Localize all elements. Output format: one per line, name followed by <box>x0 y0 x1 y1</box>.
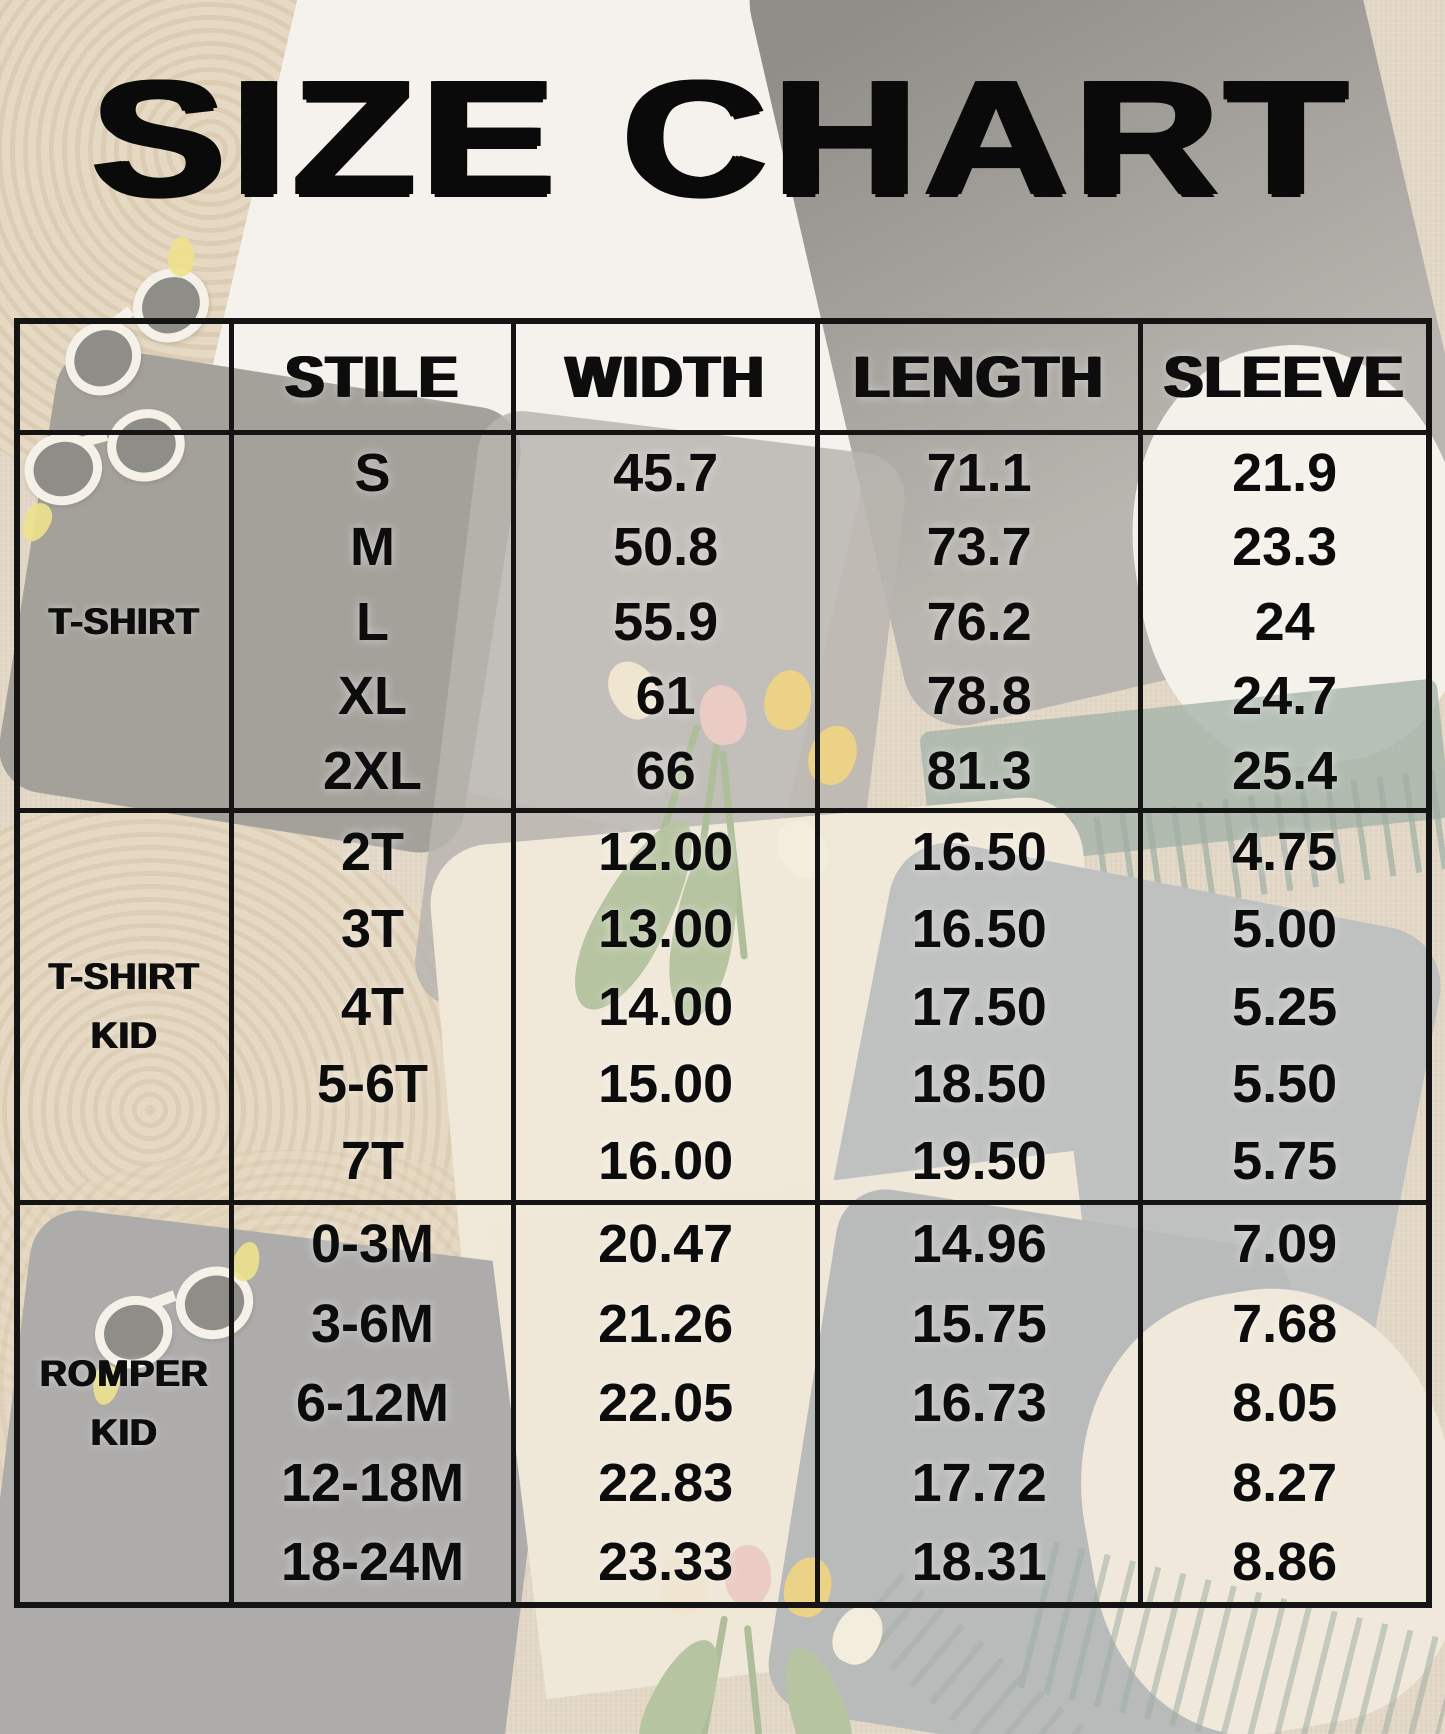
width-value: 50.8 <box>613 517 719 578</box>
romper-kid-sleeve-column: 7.09 7.68 8.05 8.27 8.86 <box>1143 1205 1426 1602</box>
sleeve-value: 8.86 <box>1232 1532 1338 1593</box>
length-value: 19.50 <box>911 1130 1047 1191</box>
length-value: 18.50 <box>911 1053 1047 1114</box>
tshirt-sleeve-column: 21.9 23.3 24 24.7 25.4 <box>1143 435 1426 814</box>
length-value: 17.50 <box>911 976 1047 1037</box>
tshirt-length-column: 71.1 73.7 76.2 78.8 81.3 <box>819 435 1144 814</box>
size-value: L <box>356 591 389 652</box>
sleeve-value: 4.75 <box>1232 822 1338 883</box>
sleeve-value: 25.4 <box>1232 741 1338 802</box>
size-value: 3-6M <box>310 1293 435 1354</box>
length-value: 16.73 <box>911 1373 1047 1434</box>
width-value: 23.33 <box>598 1532 734 1593</box>
size-value: XL <box>337 666 407 727</box>
width-value: 22.05 <box>598 1373 734 1434</box>
size-value: 18-24M <box>280 1532 465 1593</box>
header-length: LENGTH <box>819 324 1144 436</box>
size-value: 2T <box>340 822 405 883</box>
size-value: 2XL <box>322 741 423 802</box>
tshirt-kid-size-column: 2T 3T 4T 5-6T 7T <box>233 813 517 1205</box>
sleeve-value: 24.7 <box>1232 666 1338 727</box>
size-value: S <box>354 442 391 503</box>
tshirt-size-column: S M L XL 2XL <box>233 435 517 814</box>
width-value: 21.26 <box>598 1293 734 1354</box>
length-value: 81.3 <box>926 741 1032 802</box>
section-label-tshirt: T-SHIRT <box>20 435 234 814</box>
tshirt-kid-length-column: 16.50 16.50 17.50 18.50 19.50 <box>819 813 1144 1205</box>
width-value: 61 <box>635 666 696 727</box>
length-value: 18.31 <box>911 1532 1047 1593</box>
header-style: STILE <box>233 324 517 436</box>
romper-kid-size-column: 0-3M 3-6M 6-12M 12-18M 18-24M <box>234 1204 517 1602</box>
length-value: 73.7 <box>926 517 1032 578</box>
size-value: M <box>350 517 395 578</box>
size-value: 0-3M <box>310 1214 435 1275</box>
length-value: 71.1 <box>926 442 1032 503</box>
tshirt-width-column: 45.7 50.8 55.9 61 66 <box>516 435 820 814</box>
width-value: 20.47 <box>598 1214 734 1275</box>
romper-kid-length-column: 14.96 15.75 16.73 17.72 18.31 <box>820 1204 1144 1602</box>
page-title: SIZE CHART <box>91 46 1354 229</box>
size-value: 4T <box>340 976 405 1037</box>
header-corner-cell <box>20 324 234 436</box>
sleeve-value: 24 <box>1254 591 1315 652</box>
width-value: 55.9 <box>613 591 719 652</box>
tshirt-kid-sleeve-column: 4.75 5.00 5.25 5.50 5.75 <box>1143 813 1426 1205</box>
length-value: 78.8 <box>926 666 1032 727</box>
width-value: 45.7 <box>613 442 719 503</box>
sleeve-value: 5.00 <box>1232 899 1338 960</box>
sleeve-value: 8.05 <box>1232 1373 1338 1434</box>
sleeve-value: 7.68 <box>1232 1293 1338 1354</box>
width-value: 66 <box>635 741 696 802</box>
tulip-bouquet <box>620 1545 900 1734</box>
width-value: 16.00 <box>598 1130 734 1191</box>
length-value: 16.50 <box>911 899 1047 960</box>
romper-kid-width-column: 20.47 21.26 22.05 22.83 23.33 <box>516 1204 820 1602</box>
width-value: 22.83 <box>598 1452 734 1513</box>
length-value: 14.96 <box>911 1214 1047 1275</box>
sleeve-value: 5.50 <box>1232 1053 1338 1114</box>
sleeve-value: 8.27 <box>1232 1452 1338 1513</box>
size-chart-table: STILE WIDTH LENGTH SLEEVE T-SHIRT S M L … <box>14 318 1432 1608</box>
header-sleeve: SLEEVE <box>1143 324 1426 436</box>
width-value: 12.00 <box>598 822 734 883</box>
size-value: 7T <box>340 1130 405 1191</box>
width-value: 15.00 <box>598 1053 734 1114</box>
length-value: 16.50 <box>911 822 1047 883</box>
sleeve-value: 5.75 <box>1232 1130 1338 1191</box>
sleeve-value: 5.25 <box>1232 976 1338 1037</box>
length-value: 17.72 <box>911 1452 1047 1513</box>
size-value: 5-6T <box>316 1053 429 1114</box>
width-value: 14.00 <box>598 976 734 1037</box>
size-value: 3T <box>340 899 405 960</box>
section-label-romper-kid: ROMPER KID <box>20 1204 234 1602</box>
header-width: WIDTH <box>516 324 820 436</box>
sleeve-value: 21.9 <box>1232 442 1338 503</box>
width-value: 13.00 <box>598 899 734 960</box>
size-value: 12-18M <box>280 1452 465 1513</box>
length-value: 15.75 <box>911 1293 1047 1354</box>
tshirt-kid-width-column: 12.00 13.00 14.00 15.00 16.00 <box>516 813 820 1205</box>
section-label-tshirt-kid: T-SHIRT KID <box>20 813 234 1205</box>
size-value: 6-12M <box>295 1373 450 1434</box>
sleeve-value: 7.09 <box>1232 1214 1338 1275</box>
sleeve-value: 23.3 <box>1232 517 1338 578</box>
length-value: 76.2 <box>926 591 1032 652</box>
